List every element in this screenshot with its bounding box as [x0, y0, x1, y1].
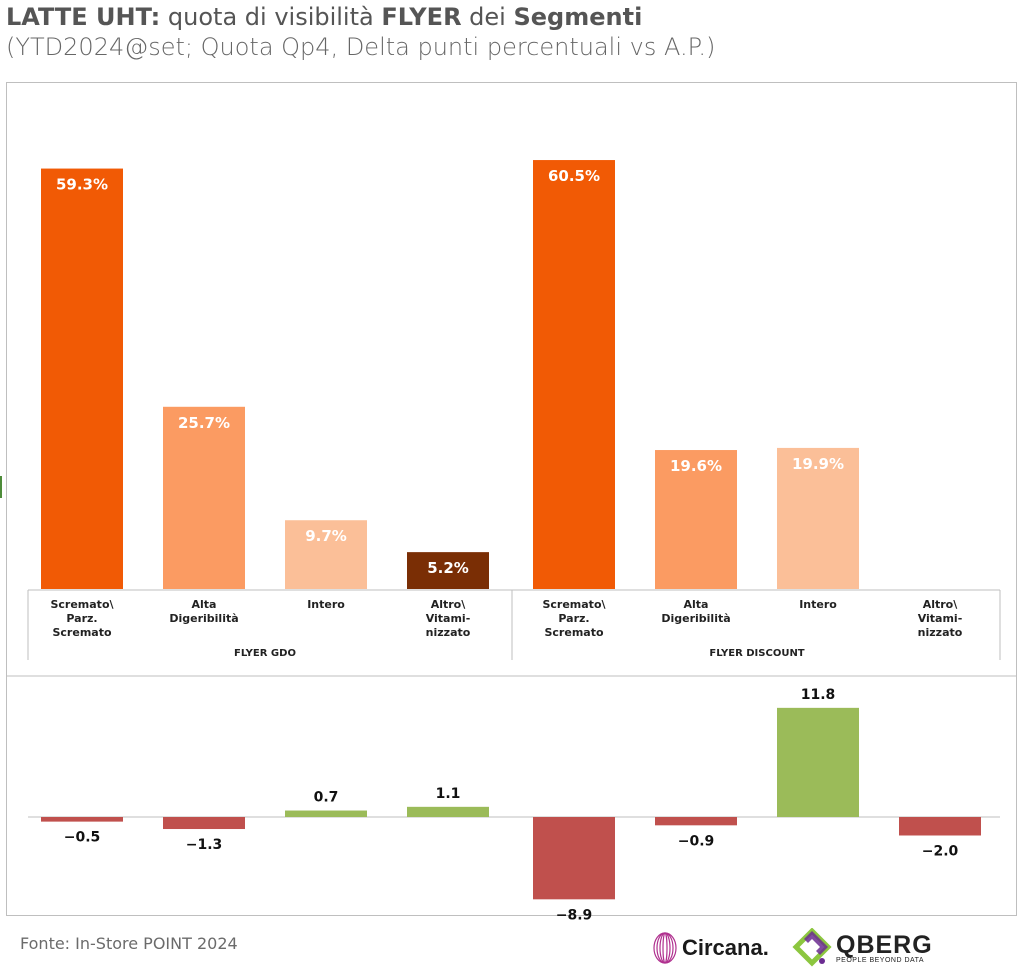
title-part5: Segmenti — [513, 3, 643, 31]
delta-bar-0-2 — [285, 810, 367, 817]
bar-0-0 — [41, 168, 123, 590]
delta-value-label-0-2: 0.7 — [314, 790, 339, 806]
delta-value-label-1-3: −2.0 — [922, 844, 959, 860]
chart-title: LATTE UHT: quota di visibilità FLYER dei… — [6, 2, 642, 32]
category-label-1-3-0: Altro\ — [923, 598, 959, 611]
delta-value-label-0-0: −0.5 — [64, 830, 101, 846]
category-label-1-0-2: Scremato — [544, 626, 603, 639]
delta-value-label-0-3: 1.1 — [436, 786, 461, 802]
title-part2: quota di visibilità — [160, 3, 382, 31]
category-label-0-3-1: Vitami- — [426, 612, 471, 625]
source-note: Fonte: In-Store POINT 2024 — [20, 934, 238, 953]
category-label-1-0-0: Scremato\ — [542, 598, 606, 611]
bar-value-label-0-0: 59.3% — [56, 176, 108, 194]
qberg-mark-icon — [792, 928, 832, 967]
bar-0-1 — [163, 406, 245, 589]
chart-subtitle: (YTD2024@set; Quota Qp4, Delta punti per… — [6, 33, 716, 61]
edge-marker — [0, 476, 6, 498]
chart-frame — [6, 82, 1017, 916]
category-label-0-0-2: Scremato — [52, 626, 111, 639]
category-label-1-3-2: nizzato — [918, 626, 963, 639]
category-label-0-0-0: Scremato\ — [50, 598, 114, 611]
bar-0-3 — [407, 552, 489, 589]
delta-value-label-0-1: −1.3 — [186, 837, 223, 853]
group-label-0: FLYER GDO — [234, 648, 296, 659]
bar-value-label-0-2: 9.7% — [305, 527, 347, 545]
category-label-0-1-0: Alta — [192, 598, 217, 611]
circana-logo: Circana. — [652, 928, 769, 968]
qberg-logo-text: QBERG — [836, 930, 933, 959]
bar-value-label-1-1: 19.6% — [670, 457, 722, 475]
delta-bar-0-3 — [407, 806, 489, 817]
delta-bar-1-3 — [899, 817, 981, 836]
bar-1-1 — [655, 450, 737, 589]
delta-value-label-1-2: 11.8 — [801, 687, 836, 703]
delta-value-label-1-1: −0.9 — [678, 833, 715, 849]
category-label-1-1-0: Alta — [684, 598, 709, 611]
delta-bar-1-1 — [655, 817, 737, 826]
qberg-logo: QBERG PEOPLE BEYOND DATA — [792, 926, 933, 970]
bar-1-0 — [533, 160, 615, 589]
bar-0-2 — [285, 520, 367, 589]
delta-value-label-1-0: −8.9 — [556, 907, 593, 923]
category-label-0-1-1: Digeribilità — [169, 612, 238, 625]
title-part4: dei — [461, 3, 514, 31]
category-label-1-1-1: Digeribilità — [661, 612, 730, 625]
bar-value-label-1-2: 19.9% — [792, 455, 844, 473]
title-part1: LATTE UHT: — [6, 3, 161, 31]
category-label-1-2-0: Intero — [799, 598, 837, 611]
category-label-1-0-1: Parz. — [558, 612, 589, 625]
category-label-0-3-0: Altro\ — [431, 598, 467, 611]
delta-bar-1-2 — [777, 707, 859, 817]
title-part3: FLYER — [381, 3, 462, 31]
category-label-0-0-1: Parz. — [66, 612, 97, 625]
category-label-0-3-2: nizzato — [426, 626, 471, 639]
group-label-1: FLYER DISCOUNT — [709, 648, 804, 659]
bar-value-label-0-3: 5.2% — [427, 559, 469, 577]
bar-1-2 — [777, 447, 859, 589]
bar-value-label-1-0: 60.5% — [548, 167, 600, 185]
circana-mark-icon — [653, 932, 677, 964]
category-label-0-2-0: Intero — [307, 598, 345, 611]
category-label-1-3-1: Vitami- — [918, 612, 963, 625]
qberg-tagline: PEOPLE BEYOND DATA — [836, 956, 925, 964]
delta-bar-0-1 — [163, 817, 245, 830]
bar-value-label-0-1: 25.7% — [178, 414, 230, 432]
delta-bar-0-0 — [41, 817, 123, 822]
circana-logo-text: Circana. — [682, 935, 769, 960]
delta-bar-1-0 — [533, 817, 615, 900]
